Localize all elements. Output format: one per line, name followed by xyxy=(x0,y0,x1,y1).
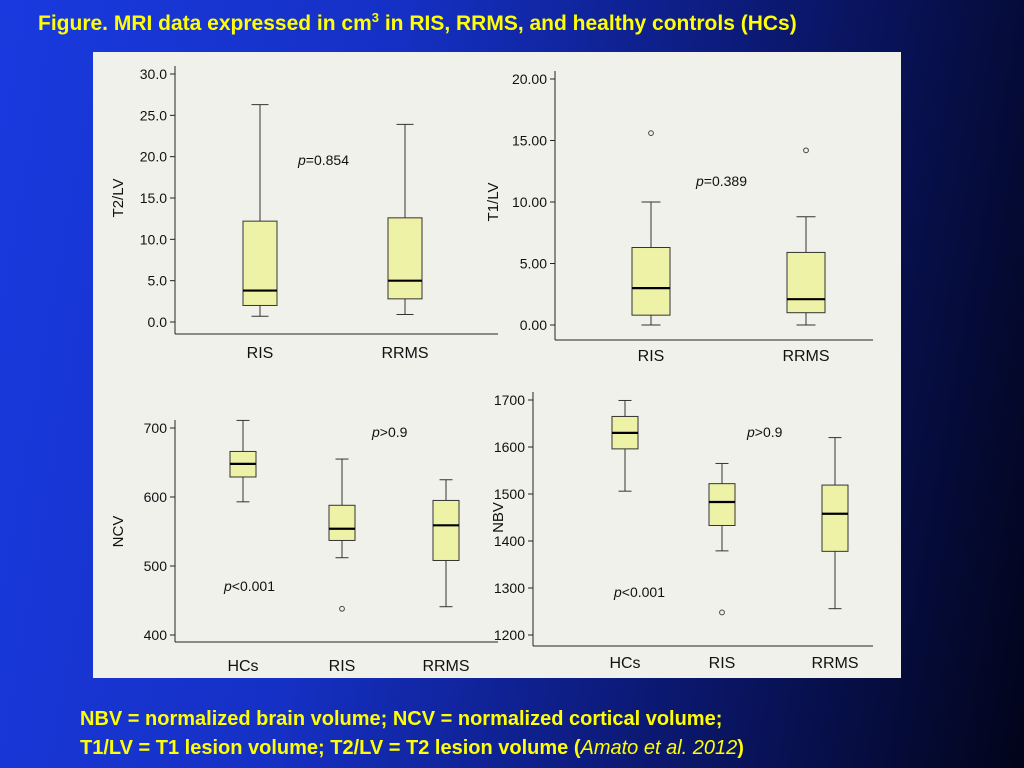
panel-3-x-tick-label: HCs xyxy=(227,658,258,675)
panel-1-box-ris-iqr-box xyxy=(242,220,278,306)
caption-line-2: T1/LV = T1 lesion volume; T2/LV = T2 les… xyxy=(80,737,744,759)
panel-2-y-axis-label: T1/LV xyxy=(485,183,502,222)
panel-4-x-tick-label: HCs xyxy=(609,655,640,672)
panel-1-y-tick-label: 5.0 xyxy=(148,273,168,289)
panel-4-p-value-annotation: p<0.001 xyxy=(613,584,665,600)
boxplot-figure: 0.0 5.0 10.0 15.0 20.0 25.0 30.0 T2/LV RIS RRMS p=… xyxy=(110,66,873,675)
panel-1-y-tick-label: 20.0 xyxy=(140,149,167,165)
panel-4-y-tick-label: 1400 xyxy=(494,533,525,549)
panel-3-y-tick-label: 600 xyxy=(144,489,168,505)
panel-2-box-ris-outlier-point xyxy=(648,130,654,137)
panel-1-y-tick-label: 25.0 xyxy=(140,107,167,123)
panel-4-box-ris-iqr-box xyxy=(708,483,736,526)
panel-3-y-tick-label: 400 xyxy=(144,627,168,643)
citation: Amato et al. 2012 xyxy=(580,737,738,759)
panel-4-y-tick-label: 1600 xyxy=(494,439,525,455)
panel-3-x-tick-label: RRMS xyxy=(422,658,469,675)
figure-panel: 0.0 5.0 10.0 15.0 20.0 25.0 30.0 T2/LV RIS RRMS p=… xyxy=(93,52,901,678)
panel-4-box-rrms-iqr-box xyxy=(821,484,849,552)
panel-4-y-tick-label: 1500 xyxy=(494,486,525,502)
panel-3-y-axis-label: NCV xyxy=(110,516,127,548)
panel-4-x-tick-label: RIS xyxy=(709,655,736,672)
panel-4-box-ris-outlier-point xyxy=(719,609,725,616)
panel-1-box-rrms-iqr-box xyxy=(387,217,423,300)
panel-4-x-tick-label: RRMS xyxy=(811,655,858,672)
panel-2-y-tick-label: 10.00 xyxy=(512,194,547,210)
panel-3-box-rrms-iqr-box xyxy=(432,499,460,561)
panel-2-y-tick-label: 0.00 xyxy=(520,317,547,333)
slide-title: Figure. MRI data expressed in cm3 in RIS… xyxy=(38,10,797,35)
panel-1-x-tick-label: RRMS xyxy=(381,345,428,362)
panel-2-y-tick-label: 20.00 xyxy=(512,71,547,87)
caption-line-1: NBV = normalized brain volume; NCV = nor… xyxy=(80,708,723,730)
panel-3-box-ris-outlier-point xyxy=(339,605,345,612)
panel-1-y-tick-label: 0.0 xyxy=(148,314,168,330)
panel-1-y-tick-label: 30.0 xyxy=(140,66,167,82)
panel-3-y-tick-label: 700 xyxy=(144,420,168,436)
panel-3-p-value-annotation: p>0.9 xyxy=(371,424,408,440)
panel-2-x-tick-label: RIS xyxy=(638,348,665,365)
panel-2-box-rrms-iqr-box xyxy=(786,251,826,314)
panel-2-y-tick-label: 15.00 xyxy=(512,133,547,149)
panel-4-p-value-annotation: p>0.9 xyxy=(746,424,783,440)
panel-2-y-tick-label: 5.00 xyxy=(520,256,547,272)
panel-4-y-tick-label: 1300 xyxy=(494,580,525,596)
panel-1-y-axis-label: T2/LV xyxy=(110,179,127,218)
panel-1-x-tick-label: RIS xyxy=(247,345,274,362)
panel-1-y-tick-label: 15.0 xyxy=(140,190,167,206)
panel-3-box-ris-iqr-box xyxy=(328,504,356,541)
panel-2-box-rrms-outlier-point xyxy=(803,147,809,154)
panel-1-p-value-annotation: p=0.854 xyxy=(297,152,349,168)
panel-3-x-tick-label: RIS xyxy=(329,658,356,675)
panel-2-x-tick-label: RRMS xyxy=(782,348,829,365)
panel-4-y-tick-label: 1700 xyxy=(494,392,525,408)
panel-3-p-value-annotation: p<0.001 xyxy=(223,578,275,594)
panel-1-y-tick-label: 10.0 xyxy=(140,231,167,247)
panel-2-p-value-annotation: p=0.389 xyxy=(695,173,747,189)
panel-4-y-tick-label: 1200 xyxy=(494,627,525,643)
panel-3-y-tick-label: 500 xyxy=(144,558,168,574)
panel-2-box-ris-iqr-box xyxy=(631,247,671,316)
panel-4-y-axis-label: NBV xyxy=(490,502,507,533)
